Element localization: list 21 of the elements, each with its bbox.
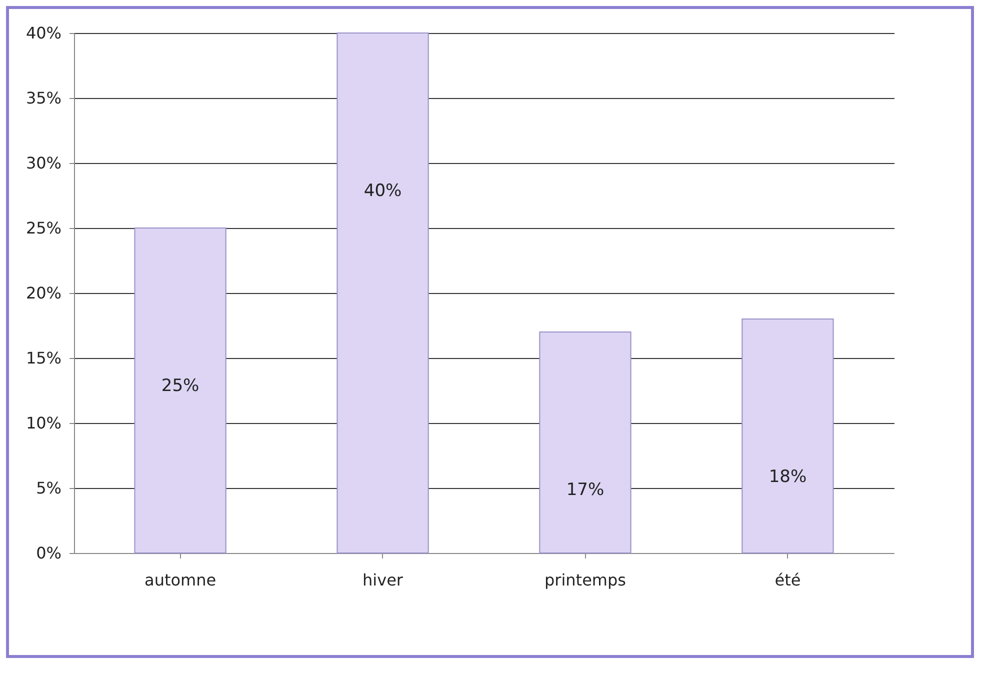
bar	[336, 32, 429, 554]
y-tick-label: 40%	[26, 24, 62, 42]
y-tick-label: 0%	[36, 544, 62, 562]
x-tick-label: automne	[144, 570, 216, 590]
y-tick-label: 25%	[26, 218, 62, 238]
bar	[134, 228, 226, 554]
x-tick-label: été	[774, 570, 801, 590]
y-tick-label: 5%	[36, 478, 62, 498]
y-tick-label: 20%	[26, 284, 62, 302]
data-label: 25%	[161, 376, 200, 396]
y-tick-label: 35%	[26, 88, 62, 108]
data-label: 17%	[566, 480, 604, 500]
y-tick-label: 15%	[26, 348, 62, 368]
bar	[539, 332, 632, 554]
data-label: 18%	[768, 467, 807, 487]
x-tick-label: printemps	[544, 570, 626, 590]
data-label: 40%	[364, 181, 402, 201]
x-tick-label: hiver	[362, 570, 404, 590]
bar	[742, 318, 834, 554]
y-tick-label: 30%	[26, 154, 62, 172]
y-tick-label: 10%	[26, 414, 62, 432]
